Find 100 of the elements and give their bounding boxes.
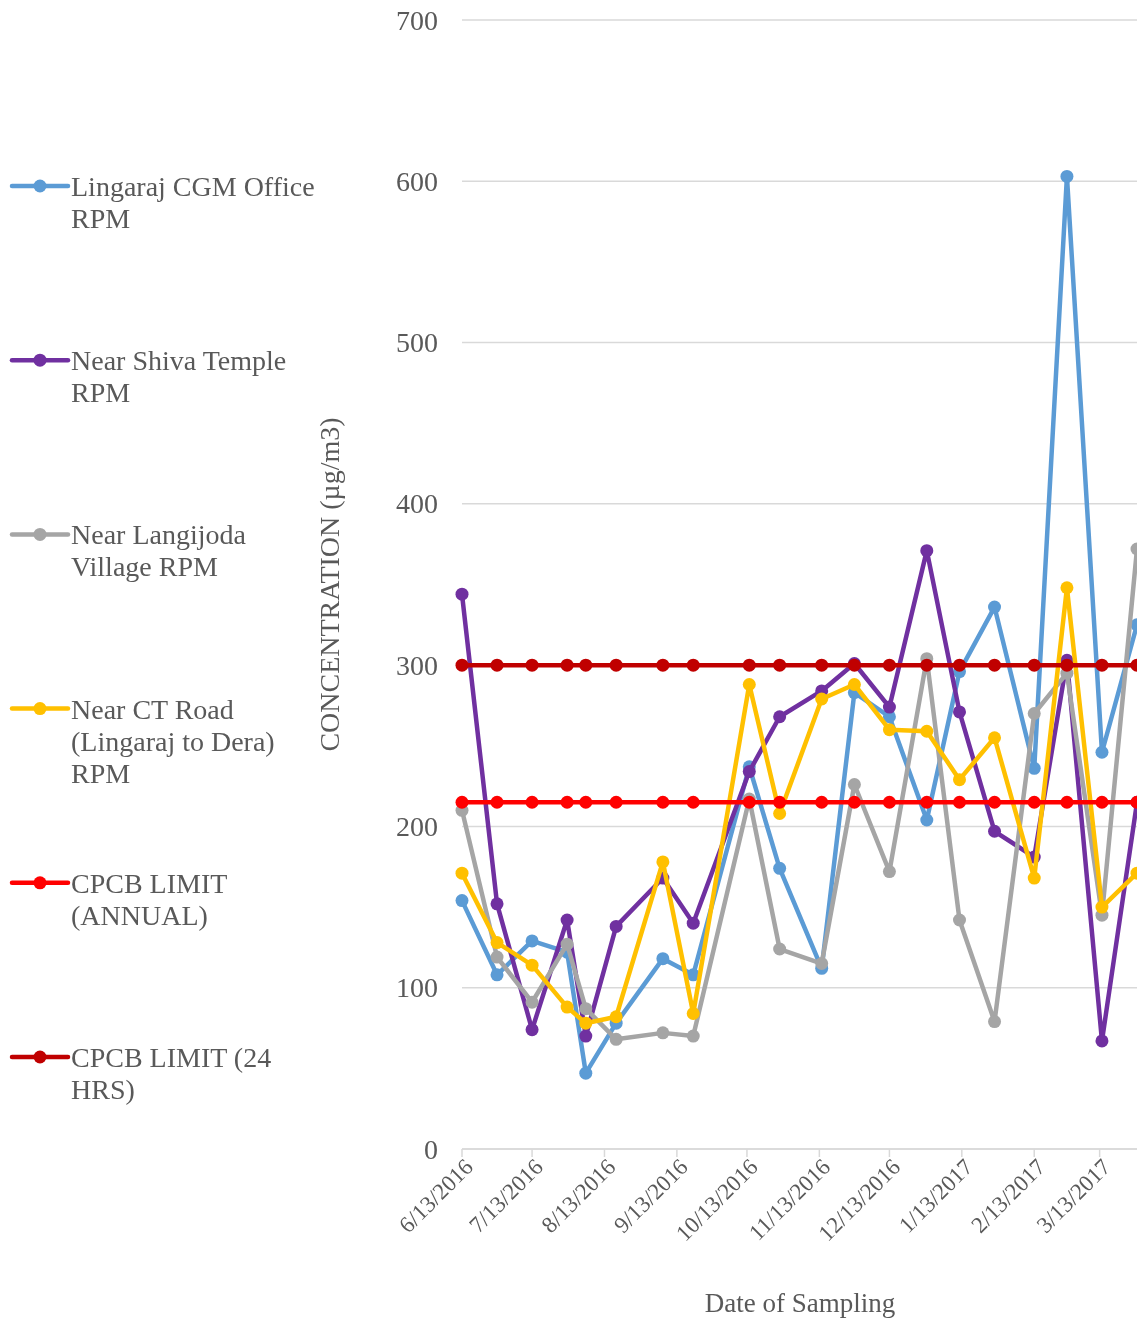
point — [952, 658, 966, 672]
point — [656, 658, 670, 672]
point — [847, 777, 861, 791]
point — [560, 1000, 574, 1014]
point — [882, 723, 896, 737]
point — [656, 952, 670, 966]
point — [455, 795, 469, 809]
point — [455, 866, 469, 880]
point — [560, 658, 574, 672]
point — [773, 795, 787, 809]
point — [579, 1029, 593, 1043]
y-tick-label: 0 — [424, 1133, 438, 1165]
point — [579, 658, 593, 672]
point — [455, 658, 469, 672]
point — [579, 1016, 593, 1030]
point — [988, 824, 1002, 838]
point — [882, 700, 896, 714]
point — [773, 710, 787, 724]
point — [773, 807, 787, 821]
point — [560, 937, 574, 951]
point — [1027, 761, 1041, 775]
point — [920, 813, 934, 827]
point — [490, 968, 504, 982]
point — [1095, 900, 1109, 914]
point — [1027, 795, 1041, 809]
point — [579, 1066, 593, 1080]
point — [815, 692, 829, 706]
point — [1060, 795, 1074, 809]
point — [1027, 658, 1041, 672]
point — [579, 795, 593, 809]
legend-label: Lingaraj CGM Office RPM — [71, 170, 315, 234]
legend-label: CPCB LIMIT (24 HRS) — [71, 1041, 272, 1105]
point — [686, 916, 700, 930]
point — [952, 773, 966, 787]
point — [1095, 745, 1109, 759]
point — [656, 1026, 670, 1040]
point — [686, 795, 700, 809]
point — [988, 658, 1002, 672]
point — [686, 1029, 700, 1043]
point — [1095, 795, 1109, 809]
point — [525, 934, 539, 948]
point — [920, 795, 934, 809]
point — [815, 957, 829, 971]
point — [609, 1032, 623, 1046]
point — [490, 936, 504, 950]
legend-label: CPCB LIMIT (ANNUAL) — [71, 867, 228, 931]
point — [579, 1002, 593, 1016]
point — [490, 897, 504, 911]
point — [773, 861, 787, 875]
y-tick-label: 600 — [396, 165, 438, 197]
point — [1060, 658, 1074, 672]
point — [1060, 581, 1074, 595]
point — [490, 795, 504, 809]
point — [525, 1023, 539, 1037]
point — [609, 1010, 623, 1024]
y-tick-label: 700 — [396, 4, 438, 36]
point — [920, 544, 934, 558]
y-tick-label: 400 — [396, 488, 438, 520]
point — [952, 705, 966, 719]
x-axis-title: Date of Sampling — [704, 1288, 896, 1318]
point — [988, 1015, 1002, 1029]
point — [455, 894, 469, 908]
point — [686, 1007, 700, 1021]
point — [920, 658, 934, 672]
point — [525, 995, 539, 1009]
point — [1060, 169, 1074, 183]
point — [560, 795, 574, 809]
point — [525, 958, 539, 972]
legend-label: Near Langijoda Village RPM — [71, 518, 247, 582]
point — [742, 658, 756, 672]
point — [742, 678, 756, 691]
point — [455, 587, 469, 601]
y-tick-label: 100 — [396, 972, 438, 1004]
point — [490, 658, 504, 672]
point — [609, 658, 623, 672]
point — [1027, 871, 1041, 885]
point — [773, 658, 787, 672]
y-tick-label: 500 — [396, 327, 438, 359]
point — [988, 600, 1002, 614]
point — [1027, 707, 1041, 721]
point — [847, 678, 861, 691]
point — [882, 795, 896, 809]
point — [882, 865, 896, 879]
point — [560, 913, 574, 927]
point — [920, 724, 934, 738]
point — [988, 731, 1002, 745]
point — [815, 795, 829, 809]
y-tick-label: 200 — [396, 810, 438, 842]
point — [1095, 658, 1109, 672]
legend-label: Near CT Road (Lingaraj to Dera) RPM — [71, 693, 275, 789]
point — [952, 795, 966, 809]
point — [609, 795, 623, 809]
point — [490, 950, 504, 964]
point — [952, 913, 966, 927]
point — [525, 658, 539, 672]
point — [882, 658, 896, 672]
point — [1095, 1034, 1109, 1048]
point — [742, 765, 756, 779]
legend-label: Near Shiva Temple RPM — [71, 344, 287, 408]
point — [609, 919, 623, 933]
